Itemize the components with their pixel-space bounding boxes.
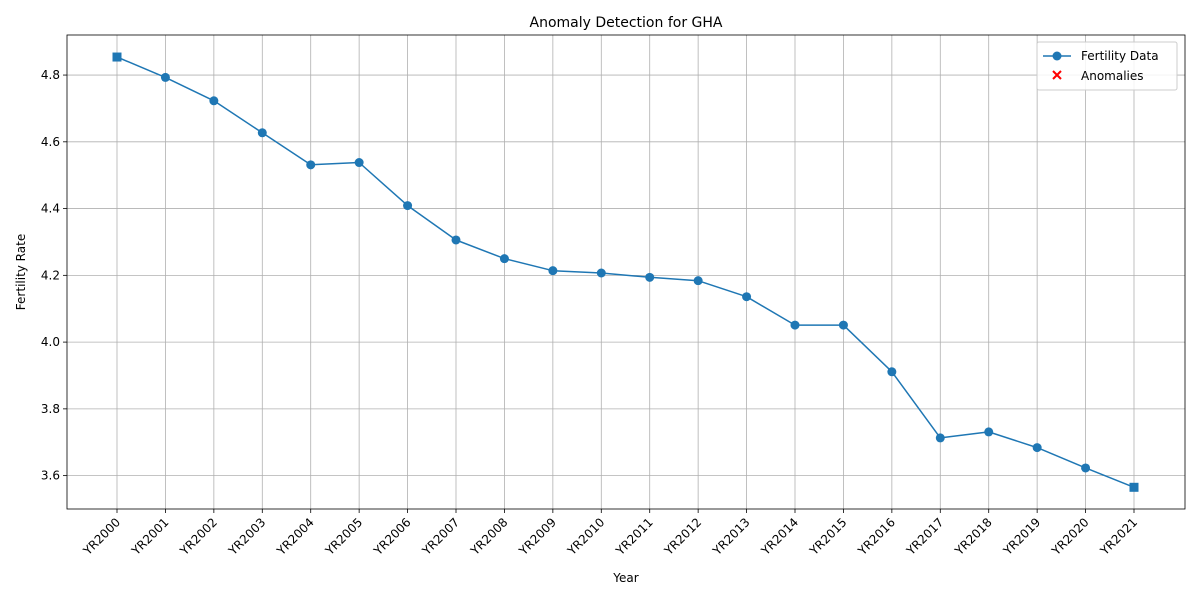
x-tick-label: YR2001 (128, 515, 171, 558)
data-point (887, 367, 897, 377)
data-point (645, 272, 655, 282)
legend-label-anomalies: Anomalies (1081, 69, 1144, 83)
data-point (790, 320, 800, 330)
legend-box (1036, 41, 1178, 91)
x-tick-label: YR2018 (952, 515, 995, 558)
data-point (499, 254, 509, 264)
x-tick-label: YR2005 (322, 515, 365, 558)
y-tick-label: 4.2 (41, 268, 60, 282)
data-point (1032, 443, 1042, 453)
y-axis: 3.6 3.8 4.0 4.2 4.4 4.6 4.8 (41, 68, 67, 483)
data-point (451, 235, 461, 245)
data-point (596, 268, 606, 278)
data-point (160, 72, 170, 82)
legend: Fertility Data Anomalies (1036, 41, 1178, 91)
x-tick-label: YR2000 (80, 515, 123, 558)
data-point (1081, 463, 1091, 473)
data-point (742, 292, 752, 302)
data-point-square (1129, 482, 1139, 492)
x-tick-label: YR2009 (516, 515, 559, 558)
x-tick-label: YR2014 (758, 515, 801, 558)
data-point (403, 201, 413, 211)
x-tick-label: YR2006 (370, 515, 413, 558)
x-tick-label: YR2004 (274, 515, 317, 558)
grid-lines (67, 35, 1185, 509)
x-tick-label: YR2007 (419, 515, 462, 558)
y-tick-label: 4.8 (41, 68, 60, 82)
x-axis: YR2000 YR2001 YR2002 YR2003 YR2004 YR2005 YR20… (80, 509, 1140, 559)
data-point (548, 266, 558, 276)
data-point (257, 128, 267, 138)
series-line (116, 56, 1135, 488)
data-point (693, 276, 703, 286)
x-tick-label: YR2003 (225, 515, 268, 558)
data-point (935, 433, 945, 443)
legend-x-marker (1052, 70, 1062, 80)
data-point (984, 427, 994, 437)
x-tick-label: YR2002 (177, 515, 220, 558)
x-tick-label: YR2019 (1000, 515, 1043, 558)
data-point-square (112, 52, 122, 62)
plot-area-frame (66, 34, 1186, 510)
legend-label-fertility: Fertility Data (1081, 49, 1159, 63)
x-tick-label: YR2020 (1048, 515, 1091, 558)
legend-circle-marker (1052, 51, 1062, 61)
x-tick-label: YR2017 (903, 515, 946, 558)
x-tick-label: YR2012 (661, 515, 704, 558)
x-tick-label: YR2010 (564, 515, 607, 558)
data-point (354, 158, 364, 168)
x-tick-label: YR2013 (709, 515, 752, 558)
x-tick-label: YR2016 (855, 515, 898, 558)
series-layer (112, 52, 1139, 492)
x-tick-label: YR2008 (467, 515, 510, 558)
x-tick-label: YR2015 (806, 515, 849, 558)
data-point (838, 320, 848, 330)
chart-title: Anomaly Detection for GHA (530, 15, 723, 31)
y-tick-label: 3.6 (41, 469, 60, 483)
y-tick-label: 4.4 (41, 202, 60, 216)
y-axis-label: Fertility Rate (14, 234, 28, 310)
x-axis-label: Year (612, 571, 638, 585)
x-tick-label: YR2011 (613, 515, 656, 558)
y-tick-label: 4.6 (41, 135, 60, 149)
y-tick-label: 4.0 (41, 335, 60, 349)
x-tick-label: YR2021 (1097, 515, 1140, 558)
data-point (209, 96, 219, 106)
y-tick-label: 3.8 (41, 402, 60, 416)
data-point (306, 160, 316, 170)
